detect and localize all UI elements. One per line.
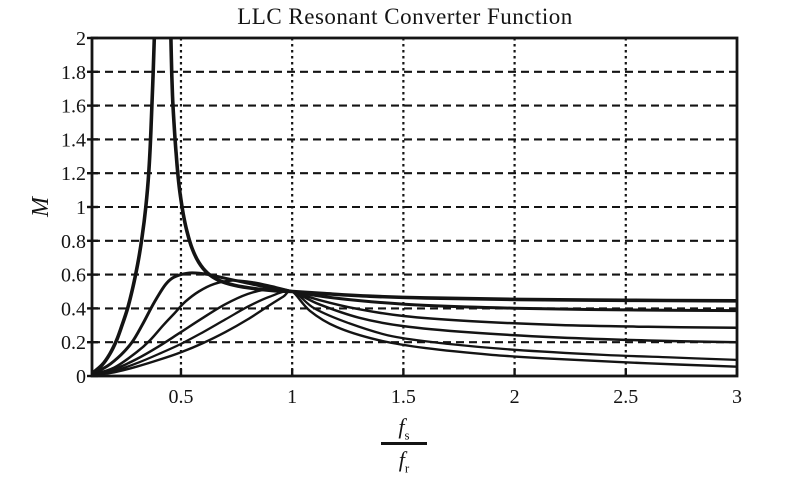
y-tick-label: 0.6 (61, 265, 86, 287)
x-label-denominator: fr (381, 445, 427, 474)
x-label-num-symbol: f (398, 414, 405, 439)
gain-curve-6 (91, 289, 738, 377)
gain-curve-4 (91, 287, 738, 377)
y-tick-label: 1.6 (61, 96, 86, 118)
x-axis-label-fraction: fs fr (381, 413, 427, 474)
x-tick-label: 2 (510, 386, 520, 408)
y-tick-label: 2 (76, 28, 86, 50)
gain-curve-2 (91, 271, 738, 376)
x-tick-label: 1 (287, 386, 297, 408)
y-tick-label: 1.4 (61, 129, 86, 151)
x-label-den-symbol: f (398, 446, 405, 472)
x-tick-label: 3 (732, 386, 742, 408)
gain-curve-1 (91, 37, 157, 376)
chart-title: LLC Resonant Converter Function (237, 4, 573, 29)
x-label-num-subscript: s (404, 427, 410, 443)
y-tick-label: 0.8 (61, 231, 86, 253)
y-tick-label: 1.8 (61, 62, 86, 84)
x-label-den-subscript: r (404, 459, 410, 475)
x-label-numerator: fs (381, 413, 427, 445)
y-tick-label: 1.2 (61, 163, 86, 185)
y-tick-label: 0.4 (61, 298, 86, 320)
y-tick-label: 0.2 (61, 332, 86, 354)
x-tick-label: 2.5 (613, 386, 638, 408)
gain-curve-1 (169, 37, 738, 303)
x-tick-label: 1.5 (391, 386, 416, 408)
y-tick-label: 0 (76, 366, 86, 388)
gain-curve-3 (91, 279, 738, 376)
y-tick-label: 1 (76, 197, 86, 219)
y-axis-label: M (28, 197, 54, 217)
x-tick-label: 0.5 (168, 386, 193, 408)
